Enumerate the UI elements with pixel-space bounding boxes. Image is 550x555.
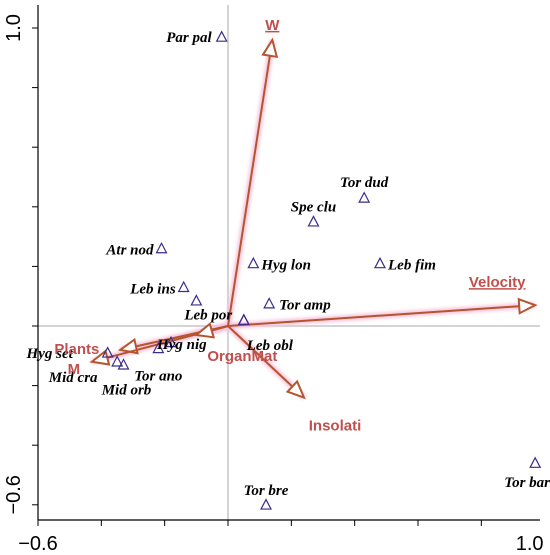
species-label: Atr nod (105, 243, 154, 259)
vector-label: Insolati (309, 418, 362, 435)
species-label: Par pal (166, 30, 212, 46)
vector-label: Plants (54, 341, 99, 358)
species-marker (152, 341, 165, 354)
species-marker (358, 191, 371, 203)
species-label: Hyg lon (260, 257, 311, 273)
species-marker (190, 294, 203, 306)
species-marker (117, 358, 130, 370)
species-label: Tor bar (504, 475, 550, 491)
species-marker (101, 346, 114, 358)
species-label: Tor ano (134, 368, 182, 384)
y-tick-label-top: 1.0 (3, 14, 25, 42)
species-label: Leb ins (129, 281, 176, 297)
species-label: Hyg nig (156, 337, 207, 353)
vector-arrowhead (285, 379, 306, 400)
species-marker (247, 256, 260, 269)
species-marker (374, 256, 386, 269)
x-tick-label-right: 1.0 (516, 533, 544, 555)
species-label: Tor dud (340, 175, 389, 191)
vector-labels: W Velocity Plants M OrganMat Insolati (54, 17, 526, 435)
vector-label: Velocity (469, 274, 526, 291)
species-marker (307, 215, 320, 227)
vector-label: OrganMat (207, 348, 277, 365)
vector-arrowhead (517, 297, 538, 315)
y-tick-label-bottom: −0.6 (3, 475, 25, 514)
species-label: Leb por (183, 308, 232, 324)
vector-arrowhead (261, 37, 279, 59)
vector-shaft (211, 325, 229, 332)
species-marker (529, 456, 542, 468)
vector-label: M (68, 361, 81, 378)
species-label: Leb fim (387, 257, 436, 273)
vector-arrowhead (193, 322, 216, 339)
axis-ticks: 1.0 −0.6 −0.6 1.0 (3, 14, 544, 555)
species-marker (237, 313, 250, 325)
vector-shaft (227, 325, 294, 388)
species-marker (165, 335, 177, 348)
species-marker (260, 498, 272, 510)
vector-shaft (227, 305, 520, 327)
species-label: Tor amp (279, 298, 331, 314)
species-marker (215, 30, 228, 42)
species-points (101, 30, 542, 510)
species-marker (111, 355, 124, 367)
species-label: Leb obl (246, 338, 294, 354)
species-label: Mid orb (101, 383, 152, 399)
plot-frame (37, 5, 540, 521)
vector-label: W (265, 17, 280, 34)
species-label: Spe clu (291, 200, 336, 216)
species-marker (177, 280, 190, 293)
species-marker (263, 297, 276, 309)
zero-lines (38, 5, 540, 520)
species-label: Mid cra (48, 370, 98, 386)
vector-shaft (227, 55, 271, 327)
environmental-vectors (89, 37, 538, 400)
species-label: Tor bre (244, 483, 289, 499)
species-marker (155, 241, 168, 254)
x-tick-label-left: −0.6 (18, 533, 57, 555)
